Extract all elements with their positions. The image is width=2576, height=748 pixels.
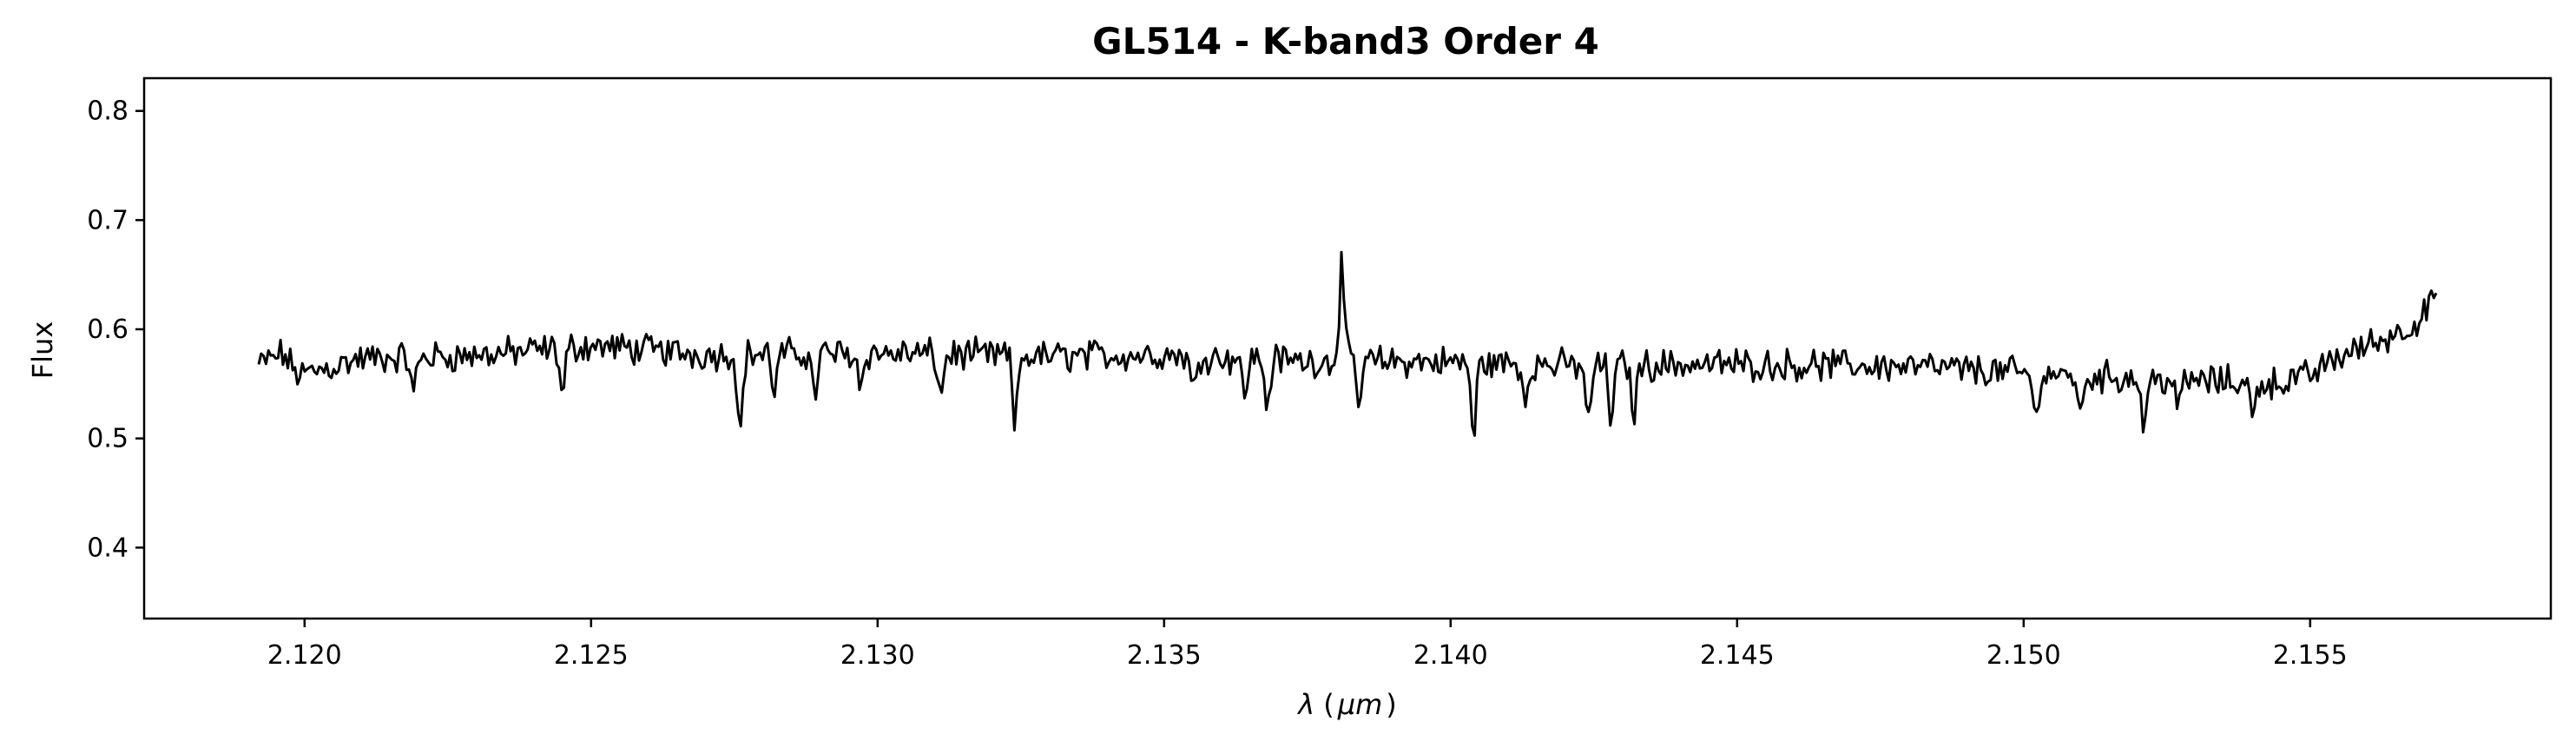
plot-area — [257, 250, 2438, 437]
x-tick-label: 2.130 — [840, 640, 915, 671]
x-tick-label: 2.125 — [554, 640, 629, 671]
x-axis-label-close: ) — [1386, 688, 1396, 721]
plot-frame — [142, 76, 2553, 620]
y-axis-label: Flux — [26, 321, 59, 380]
x-tick-label: 2.120 — [267, 640, 342, 671]
y-tick-label: 0.6 — [87, 314, 128, 345]
y-tick-label: 0.7 — [87, 205, 128, 235]
chart-title: GL514 - K-band3 Order 4 — [1092, 20, 1599, 63]
x-tick-label: 2.150 — [1986, 640, 2061, 671]
y-tick-label: 0.5 — [87, 424, 128, 454]
spectrum-line — [257, 250, 2438, 437]
y-tick-label: 0.8 — [87, 96, 128, 127]
x-axis: 2.120 2.125 2.130 2.135 2.140 2.145 2.150 2.155 — [267, 619, 2348, 671]
x-axis-label-open: ( — [1323, 688, 1334, 721]
x-tick-label: 2.155 — [2273, 640, 2348, 671]
x-tick-label: 2.145 — [1700, 640, 1775, 671]
x-axis-label-unit: μm — [1337, 688, 1383, 721]
y-tick-label: 0.4 — [87, 533, 128, 563]
y-axis: 0.4 0.5 0.6 0.7 0.8 — [87, 96, 144, 563]
x-axis-label-symbol: λ — [1296, 688, 1314, 721]
x-tick-label: 2.135 — [1127, 640, 1202, 671]
x-tick-label: 2.140 — [1413, 640, 1488, 671]
x-axis-label: λ ( μm ) — [1296, 688, 1396, 721]
